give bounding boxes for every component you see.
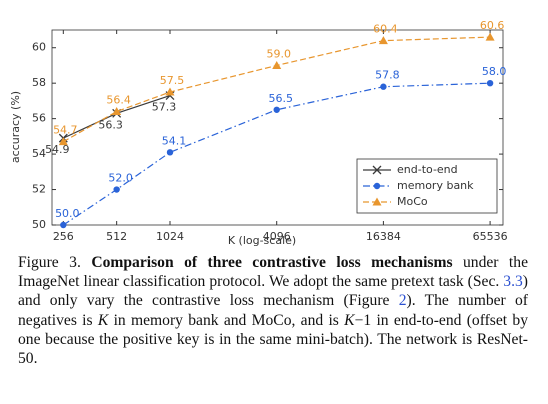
caption-bold: Comparison of three contrastive loss mec… bbox=[91, 254, 453, 271]
x-tick-label: 1024 bbox=[156, 230, 184, 243]
caption-math: K bbox=[97, 311, 109, 329]
marker bbox=[58, 137, 68, 146]
caption-text: −1 in end-to-end (offset by one because … bbox=[18, 311, 528, 368]
plot-frame bbox=[51, 29, 504, 226]
marker bbox=[166, 149, 174, 156]
value-label: 57.8 bbox=[375, 69, 400, 82]
value-label: 56.3 bbox=[98, 118, 123, 131]
marker bbox=[380, 83, 387, 90]
x-tick-label: 256 bbox=[53, 230, 74, 243]
value-label: 57.3 bbox=[152, 101, 177, 114]
y-tick-label: 56 bbox=[32, 112, 46, 125]
caption-text: ). The number of negatives is bbox=[18, 292, 528, 329]
marker bbox=[378, 36, 388, 45]
caption-text: under the ImageNet linear classification… bbox=[18, 254, 528, 291]
marker-stroke bbox=[372, 165, 382, 175]
marker bbox=[60, 221, 67, 229]
series-line bbox=[63, 36, 491, 143]
legend-label: end-to-end bbox=[397, 163, 458, 176]
x-axis-label: K (log-scale) bbox=[228, 234, 296, 247]
chart: K (log-scale) accuracy (%) 50 52 54 56 58 60 2… bbox=[9, 19, 508, 247]
marker bbox=[113, 186, 120, 193]
x-tick-label: 4096 bbox=[263, 230, 291, 243]
x-tick-label: 512 bbox=[106, 230, 127, 243]
value-label: 52.0 bbox=[108, 172, 133, 185]
marker bbox=[272, 60, 282, 69]
y-axis-label: accuracy (%) bbox=[9, 91, 22, 163]
value-label: 59.0 bbox=[266, 47, 291, 60]
figure-label: Figure 3. bbox=[18, 254, 81, 271]
value-label: 57.5 bbox=[160, 74, 185, 87]
x-tick-label: 16384 bbox=[366, 230, 401, 243]
caption-ref[interactable]: 3.3 bbox=[503, 273, 523, 291]
caption-ref[interactable]: 2 bbox=[398, 292, 407, 310]
value-label: 54.7 bbox=[53, 124, 78, 137]
legend-label: memory bank bbox=[397, 179, 474, 192]
marker bbox=[273, 106, 280, 113]
y-tick-label: 54 bbox=[32, 147, 46, 160]
caption-text: in memory bank and MoCo, and is bbox=[108, 311, 345, 329]
y-tick-label: 58 bbox=[32, 76, 46, 89]
value-label: 60.4 bbox=[373, 23, 398, 36]
caption: Figure 3. Comparison of three contrastiv… bbox=[18, 253, 528, 368]
legend-label: MoCo bbox=[397, 195, 428, 208]
value-label: 58.0 bbox=[482, 65, 507, 78]
marker bbox=[165, 87, 175, 96]
marker bbox=[486, 79, 494, 87]
value-label: 56.5 bbox=[268, 92, 293, 105]
caption-math: K bbox=[344, 311, 355, 329]
value-label: 54.9 bbox=[45, 143, 70, 156]
y-tick-label: 52 bbox=[32, 183, 46, 196]
value-label: 60.6 bbox=[480, 19, 505, 32]
marker bbox=[485, 32, 495, 41]
value-label: 54.1 bbox=[162, 134, 187, 147]
y-tick-label: 60 bbox=[32, 41, 46, 54]
caption-text: ) and only vary the contrastive loss mec… bbox=[18, 273, 528, 310]
x-tick-label: 65536 bbox=[473, 230, 508, 243]
value-label: 56.4 bbox=[106, 94, 131, 107]
marker bbox=[372, 165, 382, 175]
y-tick-label: 50 bbox=[32, 218, 46, 231]
marker bbox=[373, 182, 381, 190]
marker bbox=[372, 197, 382, 206]
value-label: 50.0 bbox=[55, 207, 80, 220]
marker bbox=[112, 107, 122, 116]
